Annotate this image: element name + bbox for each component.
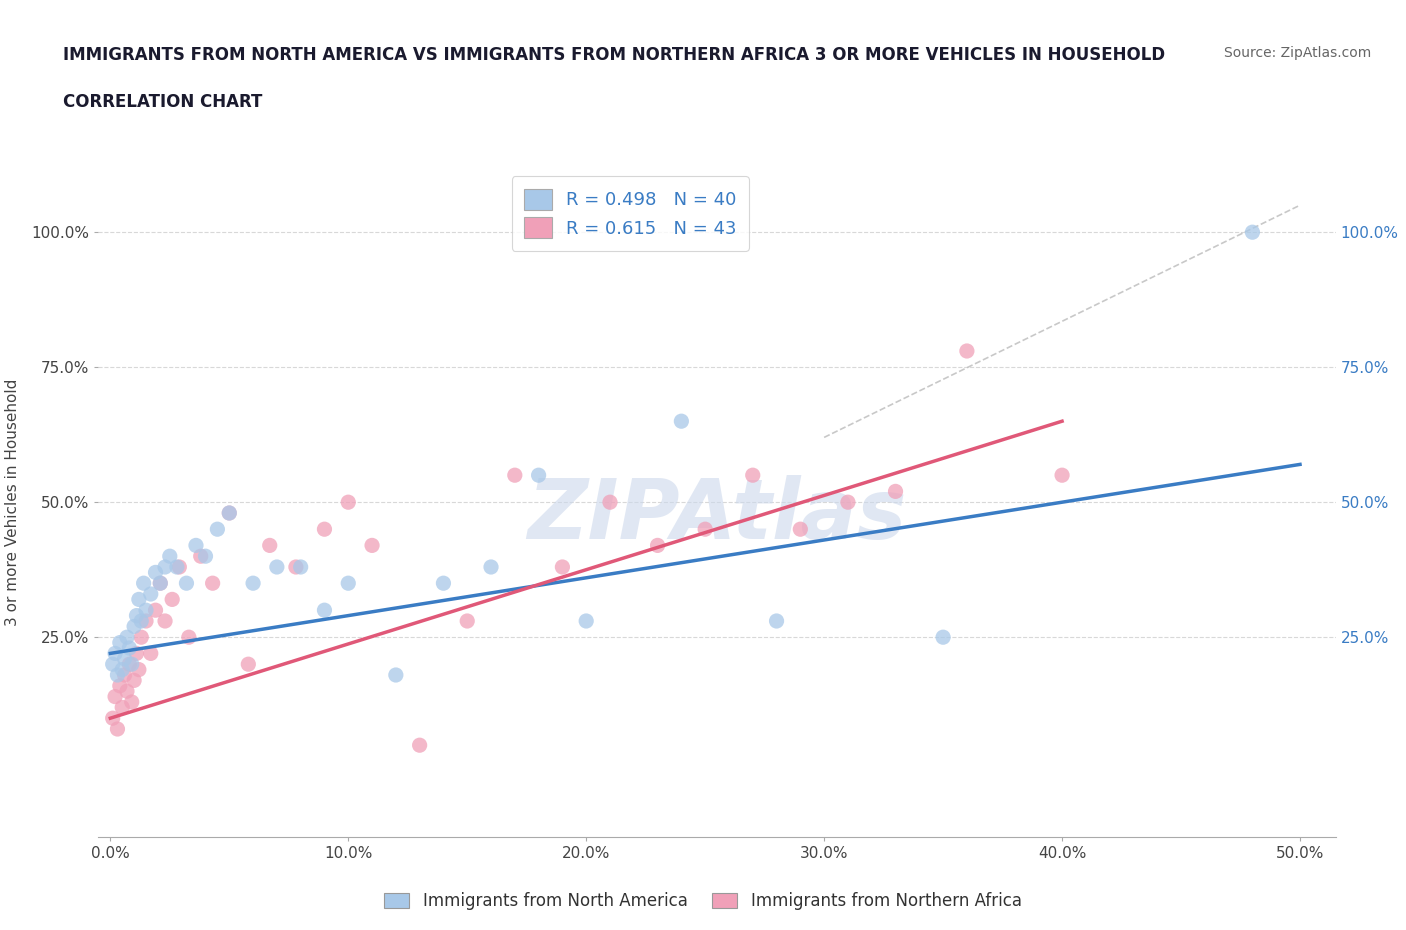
Point <box>527 468 550 483</box>
Point <box>108 635 131 650</box>
Point <box>128 662 150 677</box>
Point <box>671 414 693 429</box>
Point <box>114 651 136 666</box>
Point <box>111 700 134 715</box>
Point <box>135 614 157 629</box>
Point <box>153 614 176 629</box>
Point <box>503 468 526 483</box>
Point <box>135 603 157 618</box>
Point <box>128 592 150 607</box>
Point <box>741 468 763 483</box>
Point <box>218 506 240 521</box>
Text: CORRELATION CHART: CORRELATION CHART <box>63 93 263 111</box>
Point <box>125 646 148 661</box>
Point <box>259 538 281 552</box>
Point <box>107 722 129 737</box>
Point <box>1241 225 1264 240</box>
Point <box>111 662 134 677</box>
Point <box>218 506 240 521</box>
Point <box>432 576 454 591</box>
Point <box>107 668 129 683</box>
Point <box>129 630 152 644</box>
Point <box>456 614 478 629</box>
Point <box>114 668 136 683</box>
Point <box>884 484 907 498</box>
Point <box>176 576 198 591</box>
Point <box>101 711 124 725</box>
Point <box>695 522 717 537</box>
Point <box>159 549 181 564</box>
Text: ZIPAtlas: ZIPAtlas <box>527 475 907 556</box>
Point <box>125 608 148 623</box>
Point <box>115 684 138 698</box>
Point <box>129 614 152 629</box>
Point <box>337 576 360 591</box>
Point <box>314 522 336 537</box>
Point <box>190 549 212 564</box>
Point <box>121 695 143 710</box>
Point <box>575 614 598 629</box>
Point <box>201 576 224 591</box>
Point <box>145 565 167 579</box>
Point <box>104 646 127 661</box>
Point <box>122 619 145 634</box>
Point <box>385 668 408 683</box>
Point <box>479 560 502 575</box>
Point <box>956 343 979 358</box>
Point <box>314 603 336 618</box>
Point <box>647 538 669 552</box>
Point <box>932 630 955 644</box>
Point <box>177 630 200 644</box>
Text: IMMIGRANTS FROM NORTH AMERICA VS IMMIGRANTS FROM NORTHERN AFRICA 3 OR MORE VEHIC: IMMIGRANTS FROM NORTH AMERICA VS IMMIGRA… <box>63 46 1166 64</box>
Point <box>101 657 124 671</box>
Text: Source: ZipAtlas.com: Source: ZipAtlas.com <box>1223 46 1371 60</box>
Point <box>207 522 229 537</box>
Point <box>118 641 141 656</box>
Point <box>149 576 172 591</box>
Point <box>149 576 172 591</box>
Point <box>139 646 162 661</box>
Point <box>115 630 138 644</box>
Point <box>166 560 188 575</box>
Point <box>1050 468 1073 483</box>
Point <box>194 549 217 564</box>
Point <box>169 560 191 575</box>
Point <box>122 673 145 688</box>
Point <box>266 560 288 575</box>
Point <box>153 560 176 575</box>
Point <box>160 592 183 607</box>
Point <box>599 495 621 510</box>
Point <box>361 538 384 552</box>
Point <box>408 737 430 752</box>
Point <box>551 560 574 575</box>
Point <box>145 603 167 618</box>
Point <box>108 678 131 693</box>
Legend: Immigrants from North America, Immigrants from Northern Africa: Immigrants from North America, Immigrant… <box>378 885 1028 917</box>
Point <box>139 587 162 602</box>
Point <box>104 689 127 704</box>
Point <box>132 576 155 591</box>
Point <box>184 538 207 552</box>
Legend: R = 0.498   N = 40, R = 0.615   N = 43: R = 0.498 N = 40, R = 0.615 N = 43 <box>512 177 749 251</box>
Point <box>284 560 307 575</box>
Point <box>337 495 360 510</box>
Point <box>242 576 264 591</box>
Point <box>765 614 787 629</box>
Y-axis label: 3 or more Vehicles in Household: 3 or more Vehicles in Household <box>6 379 20 626</box>
Point <box>121 657 143 671</box>
Point <box>238 657 260 671</box>
Point <box>789 522 811 537</box>
Point <box>290 560 312 575</box>
Point <box>837 495 859 510</box>
Point <box>118 657 141 671</box>
